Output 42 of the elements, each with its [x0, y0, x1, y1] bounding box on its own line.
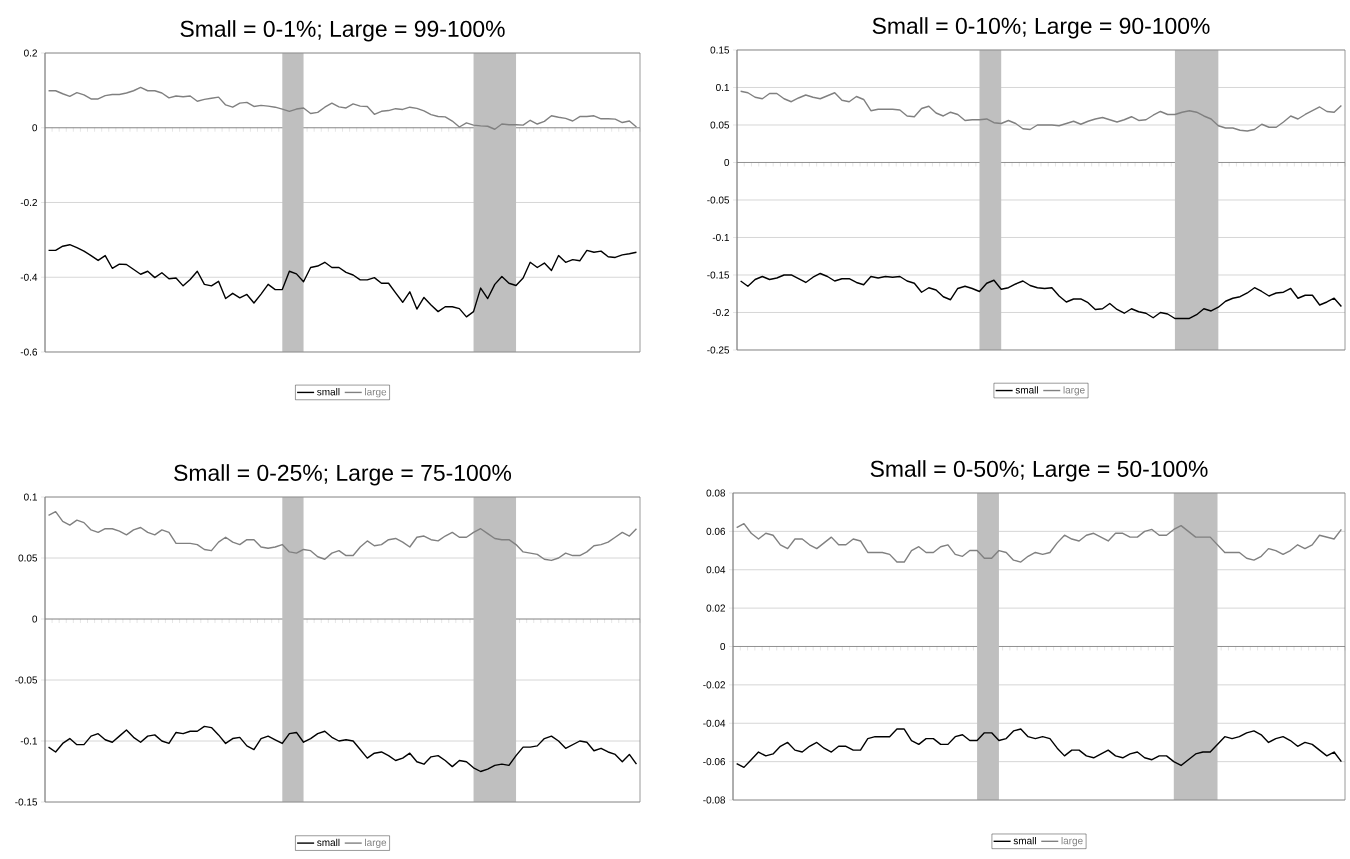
legend-label: small	[317, 838, 340, 847]
y-tick-label: -0.4	[20, 273, 38, 281]
y-tick-label: 0	[720, 642, 726, 651]
chart-title: Small = 0-1%; Large = 99-100%	[180, 20, 505, 42]
legend-label: small	[1015, 386, 1038, 394]
y-tick-label: 0.1	[24, 493, 37, 501]
line-series	[47, 86, 638, 130]
y-tick-label: 0.08	[706, 489, 726, 497]
y-tick-label: -0.2	[20, 198, 37, 207]
y-tick-label: 0.05	[710, 121, 730, 129]
y-tick-label: -0.05	[15, 676, 38, 684]
legend-label: large	[1061, 836, 1083, 847]
y-tick-label: -0.04	[703, 719, 726, 727]
y-tick-label: 0	[32, 615, 38, 623]
legend-label: small	[1013, 836, 1036, 845]
y-tick-label: 0.02	[706, 604, 725, 612]
y-tick-label: -0.15	[707, 271, 730, 279]
y-tick-label: 0.15	[710, 46, 730, 54]
y-tick-label: 0.06	[706, 527, 726, 535]
y-tick-label: 0.04	[706, 566, 726, 574]
chart-title: Small = 0-50%; Large = 50-100%	[870, 460, 1208, 482]
y-tick-label: -0.08	[703, 796, 726, 804]
y-tick-label: 0.05	[18, 554, 38, 562]
y-tick-label: -0.15	[15, 798, 38, 806]
y-tick-label: -0.06	[703, 758, 726, 766]
y-tick-label: 0.2	[24, 49, 37, 57]
y-tick-label: 0.1	[716, 83, 730, 92]
y-tick-label: -0.25	[707, 346, 730, 354]
chart-title: Small = 0-10%; Large = 90-100%	[872, 17, 1210, 39]
y-tick-label: 0	[724, 158, 730, 167]
y-tick-label: -0.02	[703, 681, 725, 689]
legend-label: large	[1063, 386, 1085, 396]
chart-title: Small = 0-25%; Large = 75-100%	[174, 464, 512, 486]
y-tick-label: -0.05	[707, 196, 730, 204]
y-tick-label: 0	[32, 124, 38, 132]
legend-label: large	[365, 388, 387, 398]
legend-label: large	[365, 838, 387, 849]
legend-label: small	[317, 388, 340, 396]
y-tick-label: -0.6	[20, 348, 38, 356]
y-tick-label: -0.1	[20, 737, 37, 745]
y-tick-label: -0.1	[712, 233, 730, 242]
y-tick-label: -0.2	[712, 308, 729, 317]
